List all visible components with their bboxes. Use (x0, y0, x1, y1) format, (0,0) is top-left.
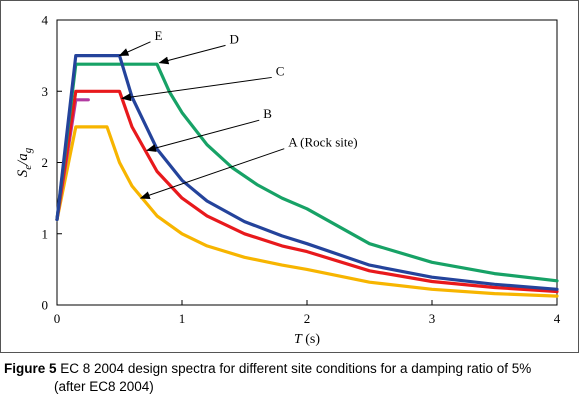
x-tick-label: 4 (554, 311, 561, 326)
annotation-arrow (139, 148, 285, 199)
annotation-label: B (263, 106, 272, 121)
annotation-label: A (Rock site) (288, 135, 357, 150)
y-axis-label-part: /a (15, 153, 31, 166)
y-tick-label: 2 (42, 155, 49, 170)
annotation-label: C (276, 63, 285, 78)
y-axis-label-part: S (15, 169, 31, 177)
annotation-arrow (158, 44, 226, 65)
chart: 0 1 2 3 4 0 1 2 3 4 E D C B A (Rock site) T (s) Se/ag (15, 13, 561, 348)
annotation-label: D (230, 31, 239, 46)
annotation-layer: E D C B A (Rock site) (118, 28, 358, 199)
y-tick-label: 1 (42, 226, 49, 241)
y-tick-label: 3 (42, 84, 49, 99)
figure-caption: Figure 5 EC 8 2004 design spectra for di… (4, 360, 574, 396)
chart-frame (0, 0, 579, 353)
series-line (55, 89, 559, 294)
x-tick-label: 1 (179, 311, 186, 326)
annotation-arrow (121, 76, 272, 102)
caption-text: EC 8 2004 design spectra for different s… (56, 361, 532, 376)
x-tick-label: 2 (304, 311, 311, 326)
series-line (55, 53, 559, 291)
y-axis-label-text: Se/ag (15, 147, 34, 177)
y-axis-label-part: g (22, 147, 34, 153)
x-axis-label-symbol: T (294, 332, 303, 347)
axes: 0 1 2 3 4 0 1 2 3 4 (42, 13, 561, 327)
annotation-arrow (146, 119, 260, 152)
y-tick-label: 0 (42, 298, 49, 313)
x-axis-label: T (s) (294, 332, 320, 347)
axis-labels: T (s) Se/ag (15, 147, 320, 347)
series-layer (55, 53, 559, 298)
annotation-arrow (118, 41, 151, 57)
x-tick-label: 0 (54, 311, 61, 326)
x-tick-label: 3 (429, 311, 436, 326)
y-axis-label-part: e (22, 165, 34, 170)
caption-source: (after EC8 2004) (54, 379, 154, 394)
series-line (55, 62, 559, 283)
annotation-label: E (155, 28, 163, 43)
y-tick-label: 4 (42, 13, 49, 28)
caption-figure-label: Figure 5 (4, 361, 57, 376)
x-axis-label-unit: (s) (302, 332, 321, 347)
series-line (55, 125, 559, 298)
y-axis-label: Se/ag (15, 147, 34, 177)
